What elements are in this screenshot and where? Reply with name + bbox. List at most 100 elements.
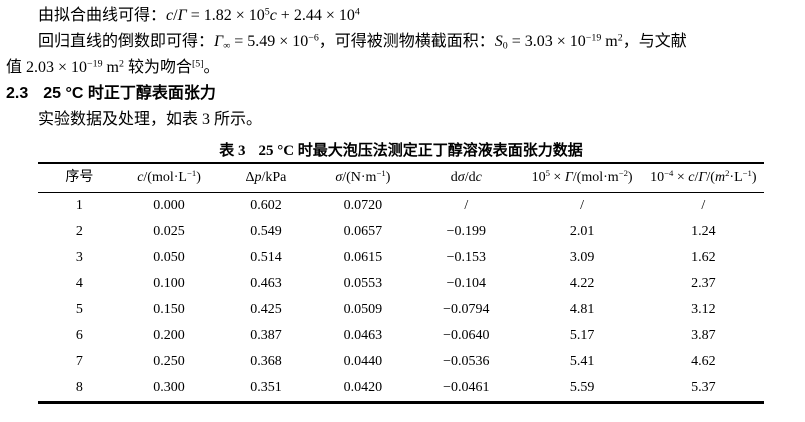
text-run: c xyxy=(475,170,482,185)
table-cell: −0.0536 xyxy=(443,354,490,369)
table-cell: 3.12 xyxy=(691,302,716,317)
table-caption-text: 25 °C 时最大泡压法测定正丁醇溶液表面张力数据 xyxy=(258,143,583,159)
section-number: 2.3 xyxy=(6,85,29,102)
text-run: ) xyxy=(385,170,391,185)
table-cell: 4.62 xyxy=(691,354,716,369)
table-cell: 0.0657 xyxy=(343,224,383,239)
table-cell: 0.0509 xyxy=(343,302,383,317)
text-run: 2 xyxy=(617,32,623,44)
table-cell: 0.0420 xyxy=(343,380,383,395)
table-cell: 5.37 xyxy=(691,380,716,395)
table-cell: 5.41 xyxy=(569,354,595,369)
table-cell: 0.000 xyxy=(153,198,185,213)
text-run: Δ xyxy=(245,170,255,185)
equation-line-fit: 由拟合曲线可得：c/Γ = 1.82 × 105c + 2.44 × 104 xyxy=(6,3,799,29)
text-run: 回归直线的倒数即可得： xyxy=(38,33,215,50)
table-cell: 0.463 xyxy=(250,276,282,291)
table-cell: 0.351 xyxy=(250,380,282,395)
text-run: 2 xyxy=(118,58,124,70)
table-cell: 2 xyxy=(75,224,83,239)
text-run: 5 xyxy=(545,168,550,179)
table-cell: −0.153 xyxy=(446,250,486,265)
text-run: Γ xyxy=(177,7,187,24)
column-header-concentration: c/(mol·L−1) xyxy=(120,163,218,193)
table-row: 6 0.200 0.387 0.0463 −0.0640 5.17 3.87 xyxy=(38,323,764,349)
text-run: −19 xyxy=(585,32,602,44)
table-cell: 3 xyxy=(75,250,83,265)
text-run: ，与文献 xyxy=(622,33,687,50)
table-cell: −0.104 xyxy=(446,276,486,291)
text-run: / xyxy=(173,7,178,24)
table-row: 1 0.000 0.602 0.0720 / / / xyxy=(38,193,764,220)
table-cell: 0.300 xyxy=(153,380,185,395)
text-run: /kPa xyxy=(261,170,287,185)
table-cell: 1.24 xyxy=(691,224,716,239)
text-run: ) xyxy=(627,170,633,185)
table-cell: 1.62 xyxy=(691,250,716,265)
text-run: ) xyxy=(196,170,201,185)
text-run: 序号 xyxy=(65,170,94,185)
text-run: ∞ xyxy=(223,40,231,52)
text-run: = 3.03 × 10 xyxy=(507,33,586,50)
text-run: −4 xyxy=(664,168,674,179)
equation-line-regression: 回归直线的倒数即可得：Γ∞ = 5.49 × 10−6，可得被测物横截面积：S0… xyxy=(6,29,799,55)
text-run: −1 xyxy=(186,168,197,179)
table-cell: 0.0615 xyxy=(343,250,383,265)
text-run: 。 xyxy=(203,59,220,76)
table-row: 2 0.025 0.549 0.0657 −0.199 2.01 1.24 xyxy=(38,219,764,245)
column-header-gamma: 105 × Γ/(mol·m−2) xyxy=(521,163,643,193)
table-cell: 0.025 xyxy=(153,224,185,239)
table-cell: 6 xyxy=(75,328,83,343)
text-run: c xyxy=(137,170,144,185)
table-cell: 4.81 xyxy=(569,302,595,317)
table-cell: 0.368 xyxy=(250,354,282,369)
table-cell: / xyxy=(580,198,585,213)
text-run: = 1.82 × 10 xyxy=(186,7,265,24)
table-cell: 0.050 xyxy=(153,250,185,265)
text-run: ·L xyxy=(729,170,743,185)
table-cell: / xyxy=(701,198,706,213)
text-run: S xyxy=(494,33,503,50)
column-header-derivative: dσ/dc xyxy=(411,163,522,193)
section-heading: 2.3 25 °C 时正丁醇表面张力 xyxy=(6,81,799,107)
table-cell: −0.0794 xyxy=(443,302,490,317)
table-cell: 0.100 xyxy=(153,276,185,291)
text-run: Γ xyxy=(564,170,573,185)
text-run: 5 xyxy=(264,6,270,18)
table-cell: 0.0553 xyxy=(343,276,383,291)
text-run: /(mol·m xyxy=(572,170,619,185)
table-cell: −0.0461 xyxy=(443,380,490,395)
table-cell: 0.514 xyxy=(250,250,282,265)
table-row: 5 0.150 0.425 0.0509 −0.0794 4.81 3.12 xyxy=(38,297,764,323)
table-cell: / xyxy=(464,198,469,213)
text-run: −19 xyxy=(87,58,103,70)
table-cell: 3.87 xyxy=(691,328,716,343)
column-header-c-over-gamma: 10−4 × c/Γ/(m2·L−1) xyxy=(642,163,764,193)
text-run: 2 xyxy=(725,168,730,179)
text-run: Γ xyxy=(214,33,224,50)
table-cell: 1 xyxy=(75,198,83,213)
text-run: /(N·m xyxy=(342,170,377,185)
text-run: −1 xyxy=(742,168,752,179)
text-run: / xyxy=(694,170,699,185)
text-run: /(mol·L xyxy=(143,170,187,185)
table-caption-label: 表 3 xyxy=(219,143,246,159)
text-run: m xyxy=(601,33,618,50)
text-run: c xyxy=(166,7,174,24)
table-row: 4 0.100 0.463 0.0553 −0.104 4.22 2.37 xyxy=(38,271,764,297)
text-run: m xyxy=(714,170,726,185)
text-run: c xyxy=(688,170,695,185)
text-run: 4 xyxy=(354,6,360,18)
table-cell: 0.602 xyxy=(250,198,282,213)
table-cell: 0.150 xyxy=(153,302,185,317)
text-run: × xyxy=(549,170,565,185)
table-cell: 3.09 xyxy=(569,250,595,265)
table-cell: 2.37 xyxy=(691,276,716,291)
table-cell: −0.199 xyxy=(446,224,486,239)
text-run: c xyxy=(269,7,277,24)
column-header-pressure: Δp/kPa xyxy=(217,163,315,193)
table-cell: 0.0720 xyxy=(343,198,383,213)
table-cell: 0.387 xyxy=(250,328,282,343)
text-run: 值 2.03 × 10 xyxy=(6,59,88,76)
